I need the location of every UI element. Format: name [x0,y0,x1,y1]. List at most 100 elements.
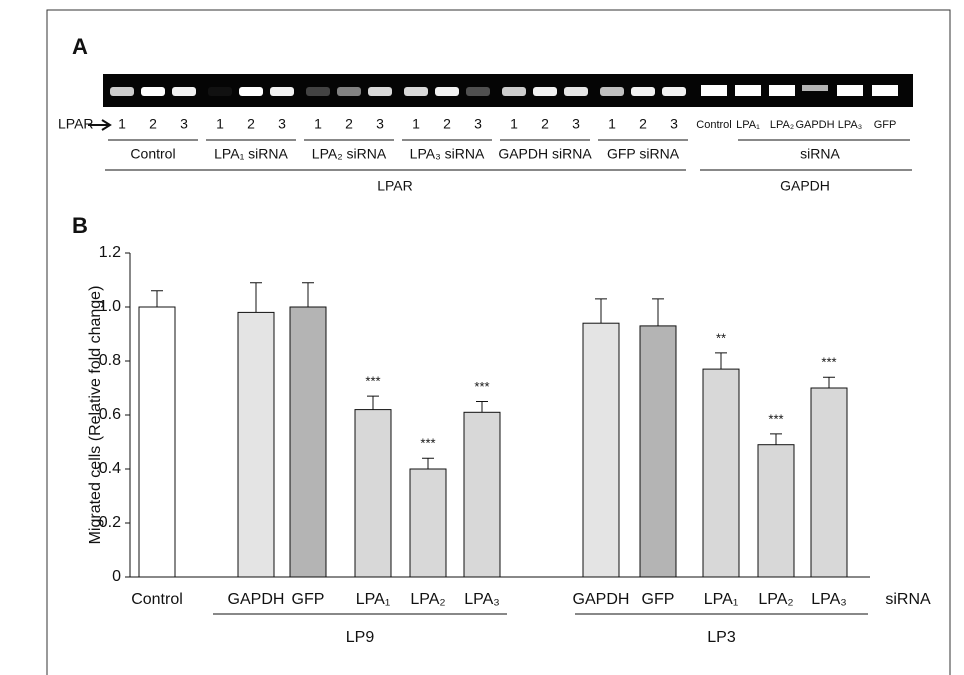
bar [237,311,275,578]
x-tick-label: GFP [292,591,325,608]
gel-band [337,87,361,96]
gel-band [564,87,588,96]
gel-band [404,87,428,96]
group-label: GAPDH siRNA [498,146,592,162]
gel-band [208,87,232,96]
lane-label: 2 [247,116,255,132]
error-bar [151,290,163,307]
y-tick-label: 1.2 [99,244,121,261]
error-bar [652,298,664,326]
bar [810,387,848,578]
group-label: LPA₂ siRNA [312,146,387,162]
lane-label: 3 [376,116,384,132]
y-tick-label: 0.4 [99,460,121,477]
x-tick-label: LPA₁ [356,591,390,608]
bar [354,409,392,578]
x-tick-label: LPA₁ [704,591,738,608]
gel-band [141,87,165,96]
significance: ** [716,330,726,345]
gel-band [701,85,727,96]
bar [757,444,795,578]
gel-band [270,87,294,96]
group-label: Control [130,146,175,162]
group-label: GFP siRNA [607,146,680,162]
error-bar [250,282,262,313]
significance: *** [768,411,783,426]
lane-label: 2 [443,116,451,132]
gel-band [239,87,263,96]
lane-label: 2 [639,116,647,132]
y-tick-label: 0.6 [99,406,121,423]
y-tick-label: 0 [112,568,121,585]
gel-band [802,85,828,91]
group-label: LP9 [346,629,375,646]
gel-band [769,85,795,96]
gel-band [662,87,686,96]
x-tick-label: LPA₂ [410,591,445,608]
error-bar [476,401,488,413]
error-bar [367,395,379,410]
bar [289,306,327,578]
group-label: LPA₃ siRNA [410,146,485,162]
row-label: LPAR [58,116,94,132]
group-label: siRNA [800,146,840,162]
x-tick-label: LPA₃ [811,591,847,608]
error-bar [715,352,727,370]
arrow [88,119,112,131]
error-bar [595,298,607,324]
y-tick-label: 0.2 [99,514,121,531]
lane-label: 1 [118,116,126,132]
bracket-label: LPAR [377,178,413,194]
lane-label: 3 [278,116,286,132]
bar [702,368,740,578]
lane-label: 3 [572,116,580,132]
gel-band [533,87,557,96]
bar [582,322,620,578]
bracket-label: GAPDH [780,178,830,194]
gel-band [735,85,761,96]
bar [409,468,447,578]
error-bar [770,433,782,445]
x-tick-label: LPA₂ [758,591,793,608]
error-bar [823,376,835,388]
lane-label: 1 [608,116,616,132]
gel-band [435,87,459,96]
lane-label: LPA₁ [736,119,760,131]
lane-label: 3 [180,116,188,132]
group-label: LPA₁ siRNA [214,146,288,162]
significance: *** [821,355,836,370]
gel-band [466,87,490,96]
gel-band [872,85,898,96]
bar [639,325,677,578]
x-suffix-label: siRNA [885,591,931,608]
error-bar [422,457,434,469]
frame [46,9,951,675]
y-tick-label: 1.0 [99,298,121,315]
gel-band [172,87,196,96]
significance: *** [420,436,435,451]
error-bar [302,282,314,307]
lane-label: 2 [149,116,157,132]
lane-label: 1 [216,116,224,132]
panel-label: A [72,34,88,59]
lane-label: GAPDH [795,119,834,131]
gel-band [368,87,392,96]
significance: *** [365,374,380,389]
x-tick-label: LPA₃ [464,591,500,608]
lane-label: 3 [670,116,678,132]
x-tick-label: GAPDH [573,591,630,608]
y-axis-label: Migrated cells (Relative fold change) [87,286,104,545]
x-tick-label: GFP [642,591,675,608]
bar [463,411,501,578]
gel-band [631,87,655,96]
lane-label: 1 [510,116,518,132]
significance: *** [474,379,489,394]
gel-band [110,87,134,96]
lane-label: 2 [345,116,353,132]
lane-label: LPA₂ [770,119,794,131]
gel-band [600,87,624,96]
lane-label: 1 [314,116,322,132]
lane-label: LPA₃ [838,119,862,131]
gel-band [306,87,330,96]
